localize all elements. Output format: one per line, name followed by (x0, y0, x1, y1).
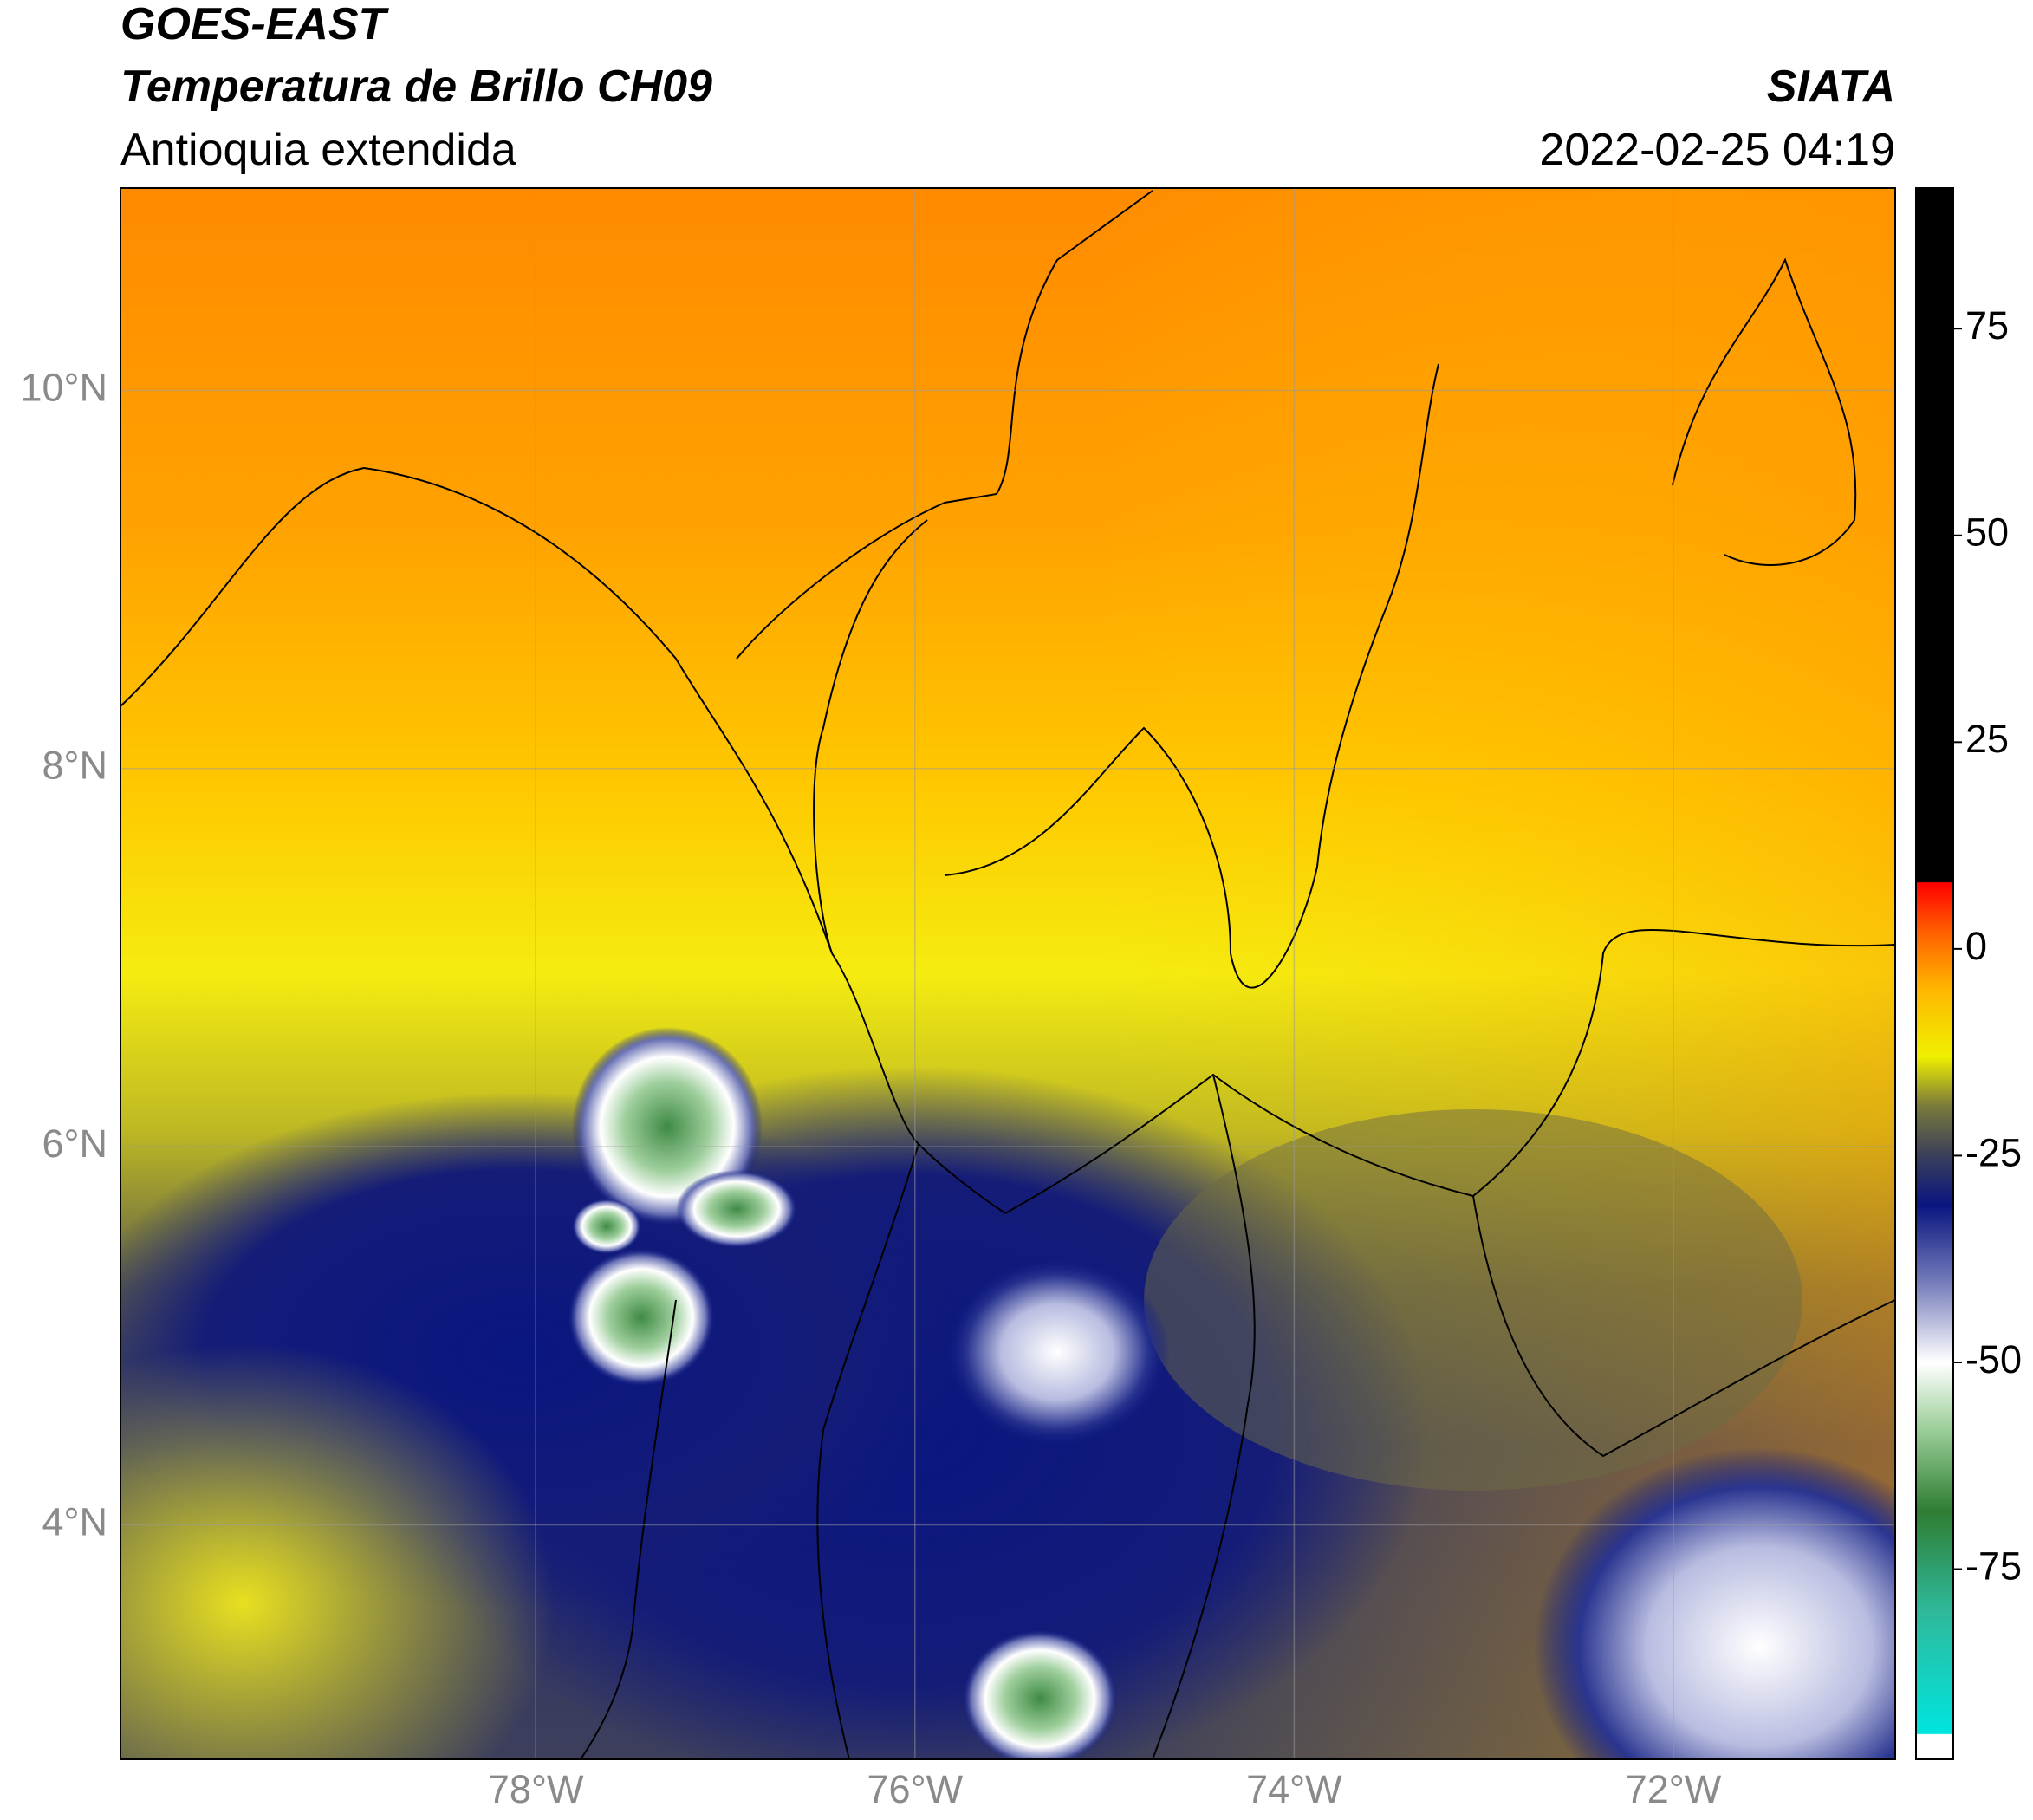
x-tick-label: 74°W (1246, 1767, 1342, 1811)
colorbar-tick-label: -50 (1965, 1337, 2022, 1381)
colorbar-tick-label: 0 (1965, 924, 1987, 968)
subtitle: Temperatura de Brillo CH09 (120, 62, 712, 112)
colorbar-tick-label: 50 (1965, 510, 2009, 555)
source: SIATA (1767, 62, 1895, 112)
x-tick-label: 76°W (867, 1767, 964, 1811)
datetime: 2022-02-25 04:19 (1539, 125, 1895, 175)
colorbar-tick-label: -25 (1965, 1130, 2022, 1174)
x-tick-label: 78°W (488, 1767, 584, 1811)
y-tick-label: 6°N (42, 1121, 107, 1166)
colorbar-tick-label: 75 (1965, 303, 2009, 348)
y-tick-label: 8°N (42, 744, 107, 788)
graticule (120, 188, 1895, 1759)
map-frame (120, 187, 1896, 1760)
colorbar (1915, 187, 1954, 1760)
region: Antioquia extendida (120, 125, 516, 175)
y-tick-label: 4°N (42, 1499, 107, 1544)
y-tick-label: 10°N (20, 365, 107, 409)
x-tick-label: 72°W (1626, 1767, 1722, 1811)
colorbar-tick-label: 25 (1965, 717, 2009, 761)
colorbar-tick-label: -75 (1965, 1544, 2022, 1588)
title: GOES-EAST (120, 0, 389, 49)
satellite-image (120, 188, 1895, 1759)
